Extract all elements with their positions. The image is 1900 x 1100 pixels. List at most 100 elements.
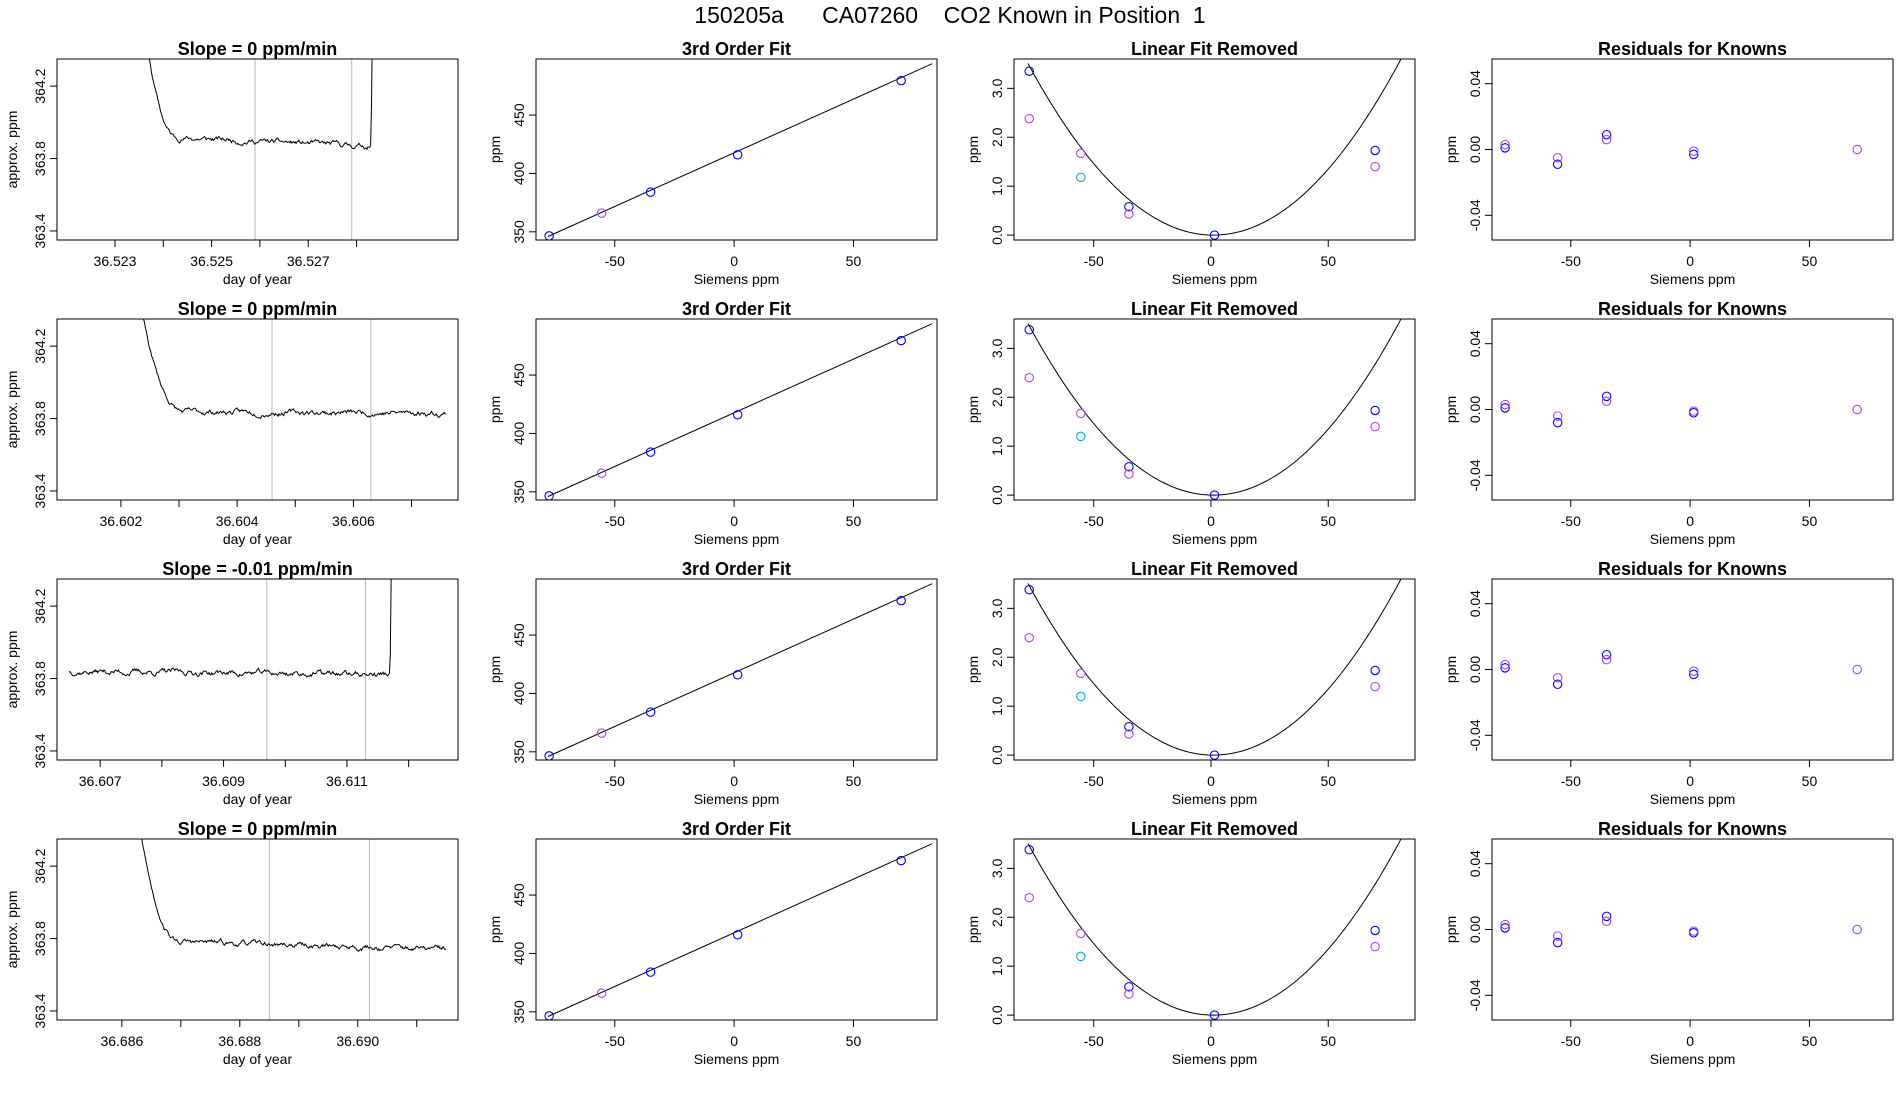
y-tick-label: 364.2: [32, 588, 48, 623]
y-tick-label: 363.8: [32, 921, 48, 956]
x-tick-label: 36.609: [202, 773, 245, 789]
plot-area: [544, 323, 933, 500]
data-point: [1601, 129, 1612, 140]
x-tick-label: 50: [1802, 253, 1818, 269]
y-axis: 350 400 450 ppm: [487, 103, 537, 244]
y-tick-label: 2.0: [989, 907, 1005, 927]
data-point: [1500, 659, 1510, 670]
plot-frame: [535, 838, 938, 1021]
x-tick-label: 0: [1207, 513, 1215, 529]
y-tick-label: 363.8: [32, 661, 48, 696]
plot-area: [148, 59, 373, 240]
y-tick-label: -0.04: [1467, 199, 1483, 231]
y-tick-label: 450: [511, 103, 527, 127]
y-tick-label: 0.0: [989, 225, 1005, 245]
data-point: [1552, 931, 1563, 941]
data-point: [1076, 408, 1086, 419]
plot-frame: [56, 838, 459, 1021]
data-point: [1601, 391, 1612, 402]
y-axis: -0.04 0.00 0.04 ppm: [1443, 590, 1493, 751]
y-tick-label: 363.8: [32, 141, 48, 176]
data-point: [1024, 585, 1034, 595]
x-tick-label: -50: [1561, 1033, 1581, 1049]
panel-title: 3rd Order Fit: [682, 559, 791, 579]
y-tick-label: -0.04: [1467, 979, 1483, 1011]
y-tick-label: 0.04: [1467, 590, 1483, 617]
y-axis: -0.04 0.00 0.04 ppm: [1443, 330, 1493, 491]
x-tick-label: 50: [846, 773, 862, 789]
x-tick-label: 50: [1802, 1033, 1818, 1049]
plot-area: [544, 63, 933, 240]
x-tick-label: 0: [1686, 773, 1694, 789]
data-point: [1852, 144, 1862, 155]
data-point: [1076, 951, 1086, 962]
data-point: [645, 187, 656, 197]
y-tick-label: 363.8: [32, 401, 48, 436]
plot-area: [1500, 391, 1862, 428]
fit-curve: [1027, 579, 1402, 756]
plot-area: [142, 319, 446, 500]
panel-title: Residuals for Knowns: [1598, 819, 1787, 839]
data-point: [1552, 937, 1563, 948]
panel-title: 3rd Order Fit: [682, 39, 791, 59]
data-point: [1601, 134, 1612, 145]
data-point: [1124, 209, 1134, 219]
data-point: [1209, 750, 1220, 760]
plot-area: [544, 843, 933, 1020]
y-axis: 0.0 1.0 2.0 3.0 ppm: [965, 598, 1015, 765]
data-point: [1552, 159, 1563, 170]
data-point: [1124, 989, 1134, 999]
y-tick-label: 3.0: [989, 338, 1005, 358]
y-tick-label: 0.00: [1467, 656, 1483, 683]
data-point: [1024, 892, 1034, 903]
concentration-trace: [148, 59, 373, 151]
plot-area: [1024, 579, 1402, 760]
panel-2-1: 3rd Order Fit -50 0 50 Siemens ppm 350 400 450 p…: [487, 559, 938, 807]
y-axis: 350 400 450 ppm: [487, 623, 537, 764]
plot-frame: [1013, 578, 1416, 761]
y-tick-label: 1.0: [989, 436, 1005, 456]
panel-title: Linear Fit Removed: [1131, 39, 1298, 59]
panel-title: Residuals for Knowns: [1598, 299, 1787, 319]
panel-title: Residuals for Knowns: [1598, 559, 1787, 579]
plot-frame: [535, 318, 938, 501]
fit-line: [547, 63, 933, 237]
data-point: [896, 595, 906, 606]
x-axis-label: Siemens ppm: [694, 271, 780, 287]
panel-1-2: Linear Fit Removed -50 0 50 Siemens ppm 0.0 1.…: [965, 299, 1416, 547]
fit-line: [547, 583, 933, 757]
y-axis-label: ppm: [965, 656, 981, 683]
y-axis-label: ppm: [487, 656, 503, 683]
data-point: [1552, 672, 1563, 683]
y-tick-label: 364.2: [32, 68, 48, 103]
y-tick-label: 1.0: [989, 176, 1005, 196]
data-point: [1552, 411, 1563, 421]
data-point: [1601, 916, 1612, 927]
x-tick-label: -50: [1561, 773, 1581, 789]
x-tick-label: 36.604: [216, 513, 259, 529]
data-point: [1500, 143, 1510, 153]
data-point: [1076, 172, 1086, 183]
data-point: [1209, 230, 1220, 240]
data-point: [1500, 919, 1510, 930]
data-point: [1688, 146, 1699, 156]
y-tick-label: 3.0: [989, 858, 1005, 878]
x-tick-label: -50: [605, 773, 625, 789]
data-point: [1601, 654, 1612, 665]
y-tick-label: 363.4: [32, 993, 48, 1028]
data-point: [1688, 666, 1699, 676]
x-tick-label: 50: [1320, 253, 1336, 269]
data-point: [1552, 417, 1563, 428]
data-point: [1500, 403, 1510, 413]
y-tick-label: 400: [511, 422, 527, 446]
data-point: [1024, 845, 1034, 855]
plot-frame: [1491, 838, 1894, 1021]
page-title: 150205a CA07260 CO2 Known in Position 1: [694, 2, 1206, 28]
y-axis-label: approx. ppm: [4, 111, 20, 189]
y-tick-label: 363.4: [32, 473, 48, 508]
y-axis: 0.0 1.0 2.0 3.0 ppm: [965, 338, 1015, 505]
x-axis: -50 0 50 Siemens ppm: [1084, 499, 1336, 547]
data-point: [645, 967, 656, 977]
y-axis: -0.04 0.00 0.04 ppm: [1443, 70, 1493, 231]
